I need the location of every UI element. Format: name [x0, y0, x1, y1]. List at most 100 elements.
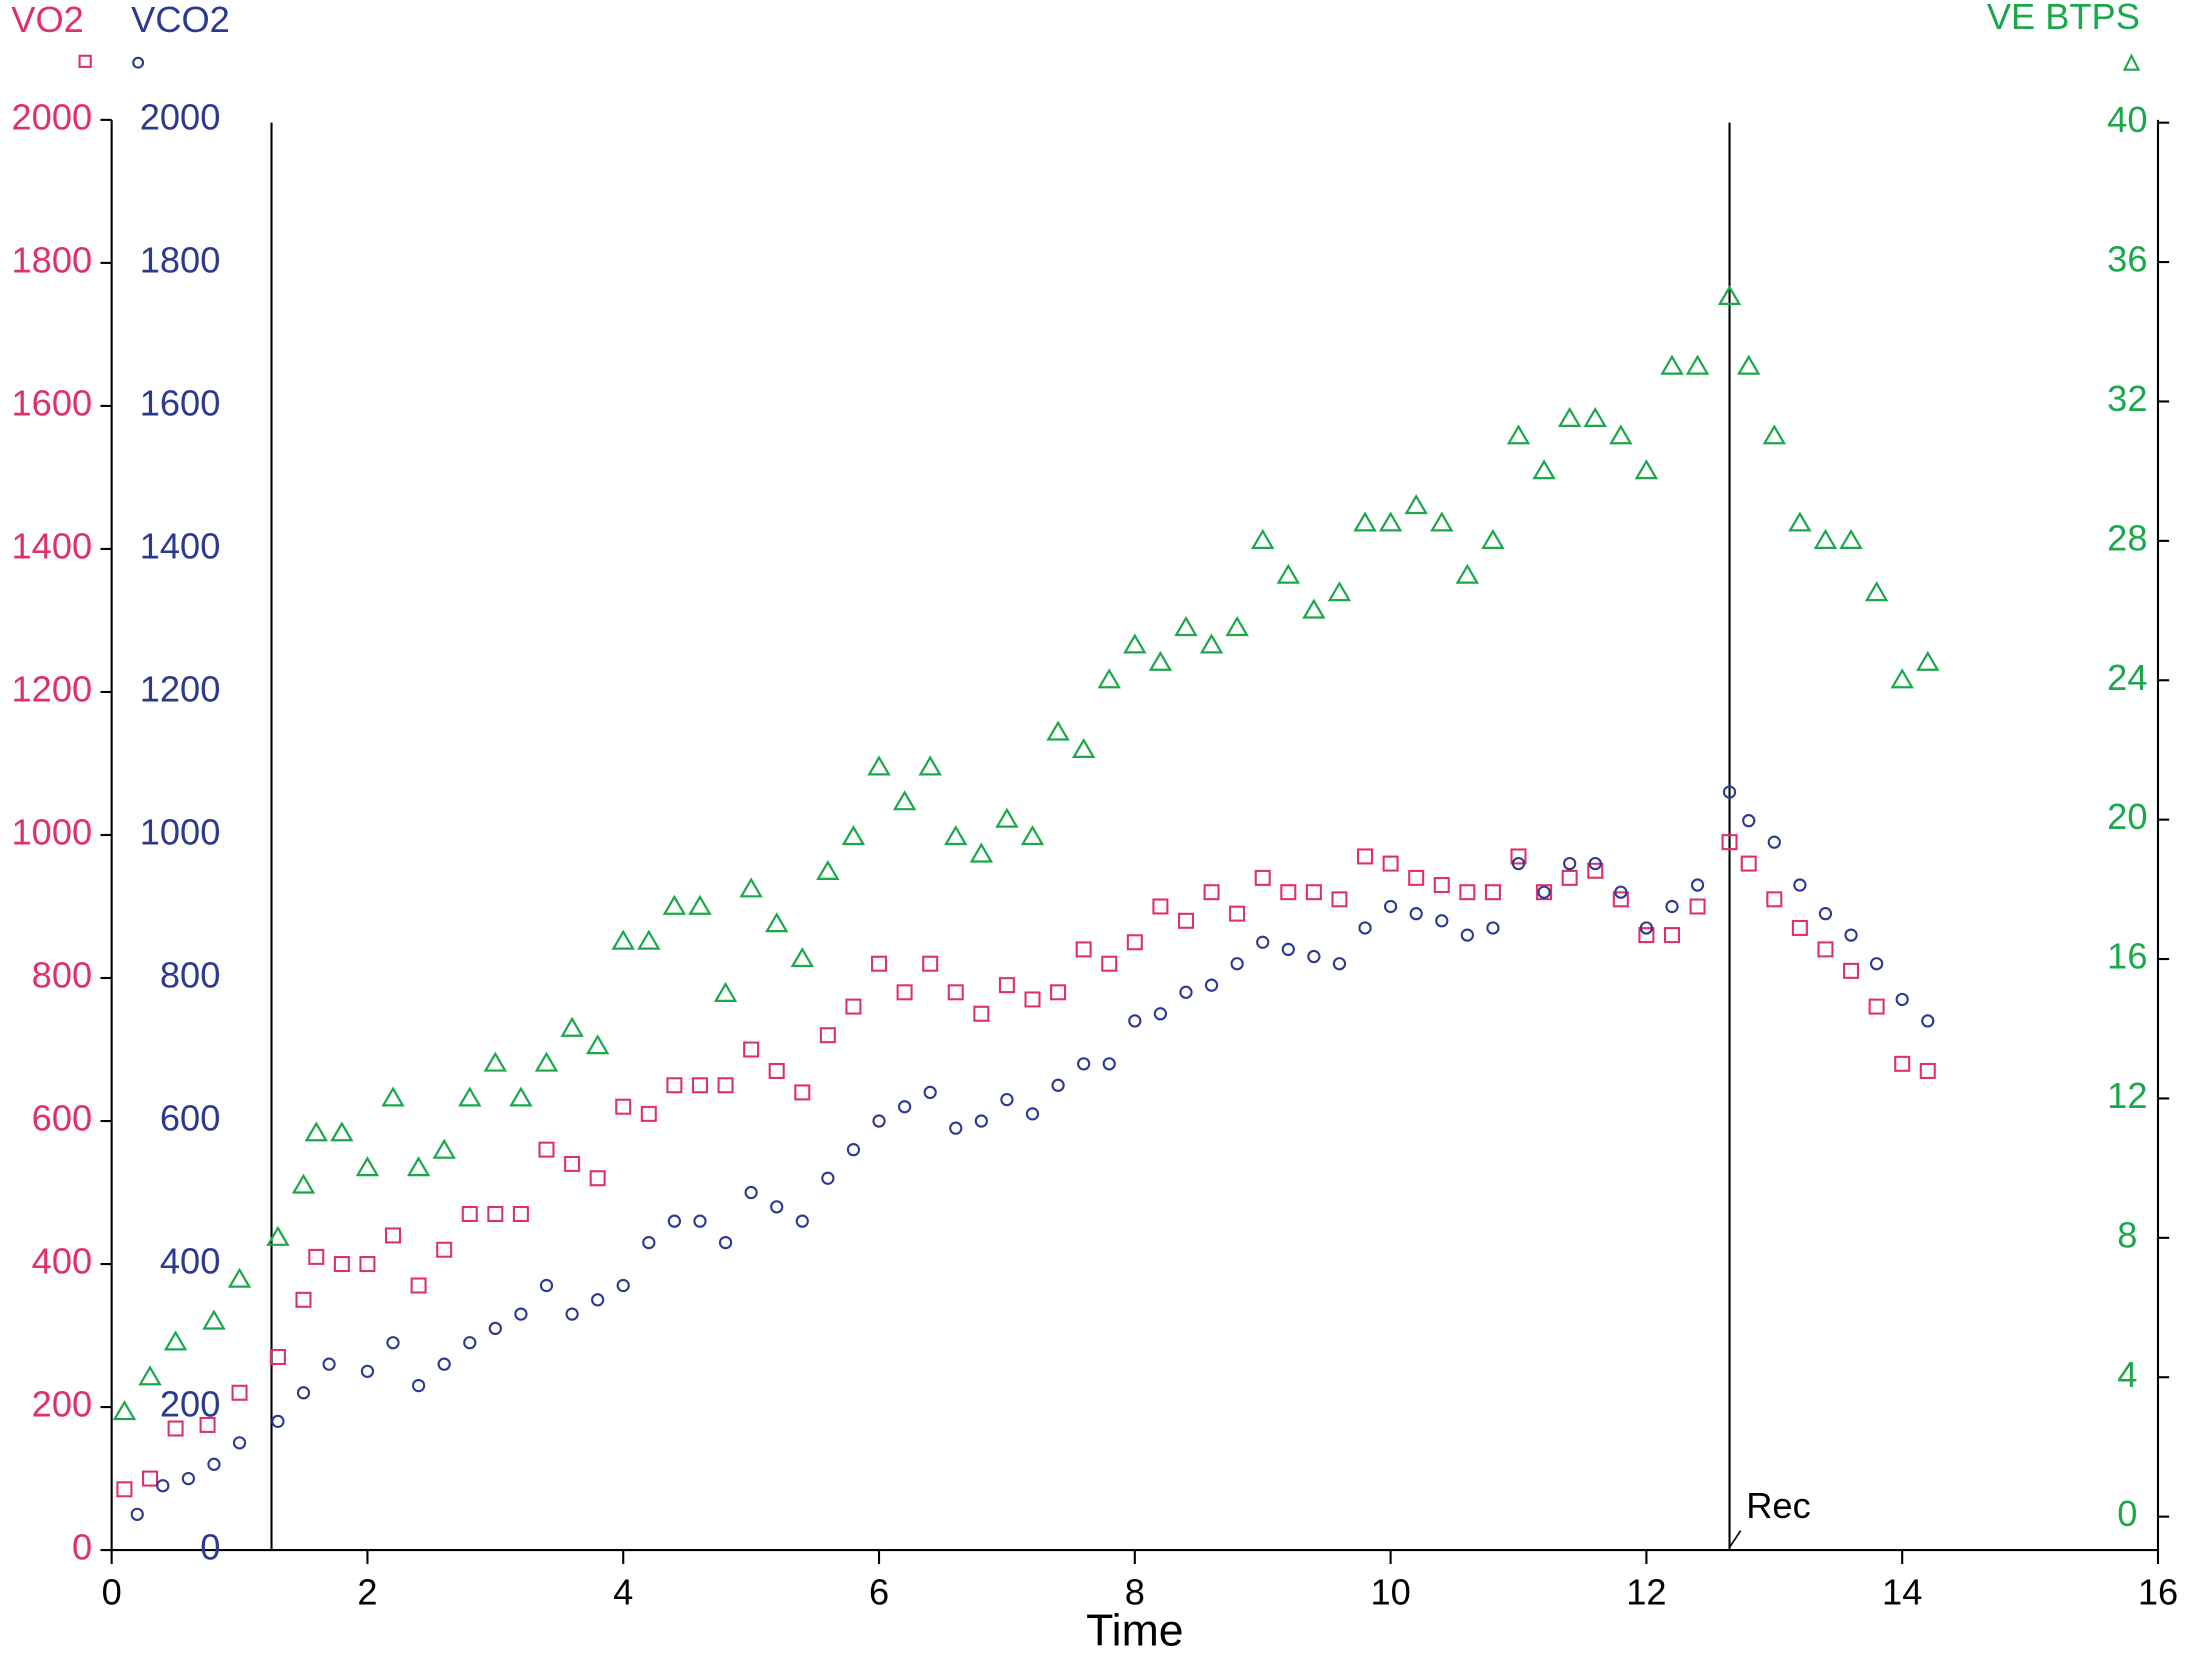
- point: [1280, 884, 1297, 901]
- point: [819, 1027, 836, 1044]
- point: [1793, 878, 1807, 892]
- y-tick-label: 0: [72, 1527, 92, 1568]
- point: [355, 1156, 380, 1177]
- point: [1382, 855, 1399, 872]
- point: [1742, 814, 1756, 828]
- point: [1506, 424, 1531, 445]
- point: [142, 1470, 159, 1487]
- y-tick-label: 600: [160, 1098, 220, 1139]
- point: [1868, 998, 1885, 1015]
- point: [1537, 885, 1551, 899]
- point: [949, 1121, 963, 1135]
- point: [1634, 459, 1659, 480]
- y-tick-label: 1600: [140, 383, 221, 424]
- point: [1199, 633, 1224, 654]
- point: [1152, 898, 1169, 915]
- x-tick-label: 10: [1370, 1571, 1410, 1612]
- point: [1046, 720, 1070, 741]
- point: [1638, 927, 1655, 944]
- point: [666, 1077, 683, 1094]
- point: [308, 1248, 325, 1265]
- point: [743, 1041, 760, 1058]
- y-tick-label: 1200: [140, 669, 221, 710]
- point: [1864, 581, 1889, 602]
- point: [1689, 898, 1706, 915]
- point: [202, 1309, 226, 1330]
- y2-tick-label: 4: [2117, 1354, 2137, 1395]
- point: [1563, 856, 1577, 871]
- point: [897, 1100, 912, 1114]
- point: [181, 1471, 196, 1486]
- point: [381, 1086, 405, 1107]
- point: [1587, 862, 1604, 879]
- point: [483, 1051, 508, 1072]
- point: [1409, 907, 1423, 921]
- point: [821, 1171, 835, 1185]
- point: [1404, 494, 1428, 515]
- point: [1128, 1014, 1142, 1028]
- point: [969, 842, 994, 863]
- y-tick-label: 1400: [12, 526, 93, 567]
- point: [269, 1348, 286, 1366]
- point: [1025, 1107, 1040, 1121]
- point: [1251, 528, 1275, 549]
- point: [1229, 905, 1246, 922]
- point: [1357, 848, 1374, 865]
- y-tick-label: 1600: [12, 383, 93, 424]
- point: [662, 894, 687, 915]
- point: [1097, 668, 1121, 689]
- point: [1767, 835, 1781, 849]
- point: [1020, 825, 1045, 846]
- point: [922, 955, 939, 972]
- point: [386, 1336, 400, 1350]
- y-tick-label: 400: [32, 1241, 92, 1282]
- point: [1818, 907, 1833, 921]
- point: [1378, 511, 1403, 532]
- point: [1588, 856, 1602, 871]
- point: [845, 998, 862, 1015]
- point: [534, 1051, 559, 1072]
- point: [1174, 616, 1198, 637]
- point: [589, 1170, 606, 1187]
- point: [1433, 877, 1450, 894]
- y-tick-label: 600: [32, 1098, 92, 1139]
- point: [232, 1436, 247, 1450]
- point: [1737, 354, 1761, 375]
- point: [1254, 869, 1271, 886]
- point: [1614, 885, 1628, 899]
- y-tick-label: 1200: [12, 669, 93, 710]
- y-tick-label: 1800: [140, 239, 221, 280]
- point: [488, 1321, 502, 1336]
- point: [437, 1357, 451, 1371]
- point: [846, 1143, 861, 1157]
- point: [768, 1062, 785, 1079]
- y2-tick-label: 12: [2107, 1075, 2147, 1116]
- point: [1486, 921, 1500, 935]
- point: [1839, 528, 1863, 549]
- point: [591, 1293, 605, 1307]
- x-axis-title: Time: [1086, 1607, 1183, 1656]
- point: [892, 790, 917, 811]
- legend-label: VO2: [11, 0, 84, 40]
- point: [615, 1098, 632, 1115]
- legend-marker: [132, 56, 145, 69]
- x-tick-label: 0: [102, 1571, 122, 1612]
- x-tick-label: 6: [869, 1571, 889, 1612]
- point: [295, 1291, 312, 1308]
- y-tick-label: 400: [160, 1241, 220, 1282]
- point: [718, 1235, 733, 1250]
- point: [1000, 1092, 1014, 1107]
- point: [1305, 884, 1322, 901]
- point: [998, 977, 1015, 994]
- point: [112, 1400, 137, 1421]
- point: [896, 984, 913, 1001]
- point: [744, 1185, 758, 1200]
- point: [406, 1156, 431, 1177]
- y-tick-label: 200: [32, 1384, 92, 1425]
- point: [565, 1307, 579, 1321]
- point: [538, 1141, 555, 1158]
- point: [1532, 459, 1556, 480]
- point: [637, 929, 661, 950]
- point: [322, 1357, 336, 1371]
